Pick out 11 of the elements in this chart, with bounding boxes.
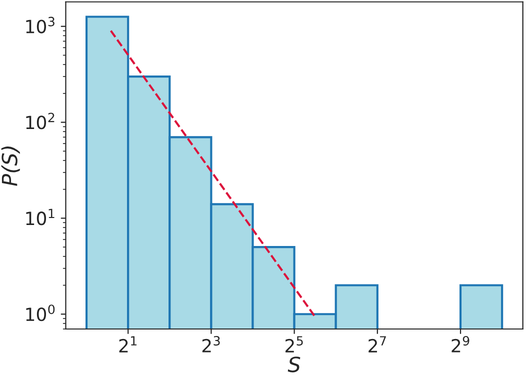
y-tick-label: 10$^{3}$	[26, 16, 54, 34]
y-tick-label: 10$^{2}$	[26, 112, 54, 130]
y-axis-title: P(S)	[1, 146, 20, 186]
y-tick-label: 10$^{0}$	[26, 304, 55, 322]
x-tick-label: 2$^{5}$	[286, 336, 303, 352]
x-tick-label: 2$^{9}$	[452, 336, 470, 352]
y-tick-label: 10$^{1}$	[26, 208, 54, 226]
x-tick-label: 2$^{7}$	[368, 336, 386, 352]
x-tick-label: 2$^{1}$	[119, 336, 137, 352]
x-tick-label: 2$^{3}$	[202, 336, 220, 352]
x-axis-title: S	[288, 356, 300, 372]
